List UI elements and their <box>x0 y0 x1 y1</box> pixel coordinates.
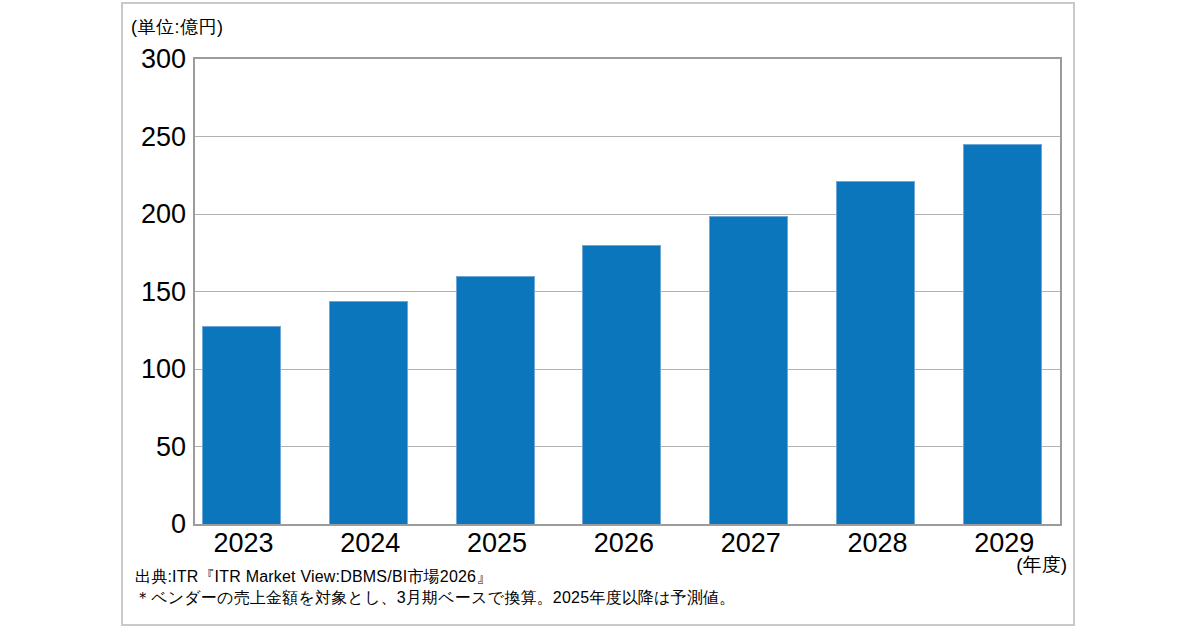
x-tick-label-2029: 2029 <box>941 528 1067 558</box>
y-tick-label-0: 0 <box>110 509 186 539</box>
source-line: 出典:ITR『ITR Market View:DBMS/BI市場2026』 <box>135 566 735 587</box>
chart-page: (単位:億円) (年度) 出典:ITR『ITR Market View:DBMS… <box>0 0 1200 630</box>
source-note: 出典:ITR『ITR Market View:DBMS/BI市場2026』 ＊ベ… <box>135 566 735 608</box>
bar-2028 <box>836 181 915 524</box>
x-tick-label-2026: 2026 <box>561 528 687 558</box>
x-tick-label-2023: 2023 <box>181 528 307 558</box>
x-tick-label-2025: 2025 <box>434 528 560 558</box>
y-tick-label-250: 250 <box>110 122 186 152</box>
bar-2029 <box>963 144 1042 524</box>
gridline-250 <box>195 136 1060 137</box>
footnote-line: ＊ベンダーの売上金額を対象とし、3月期ベースで換算。2025年度以降は予測値。 <box>135 587 735 608</box>
bar-2027 <box>709 216 788 524</box>
x-tick-label-2024: 2024 <box>307 528 433 558</box>
bar-2025 <box>456 276 535 524</box>
y-tick-label-300: 300 <box>110 44 186 74</box>
gridline-200 <box>195 214 1060 215</box>
y-tick-label-150: 150 <box>110 277 186 307</box>
bar-2024 <box>329 301 408 524</box>
x-tick-label-2027: 2027 <box>688 528 814 558</box>
y-tick-label-100: 100 <box>110 354 186 384</box>
bar-2023 <box>202 326 281 524</box>
y-tick-label-50: 50 <box>110 432 186 462</box>
y-tick-label-200: 200 <box>110 199 186 229</box>
plot-area <box>193 57 1062 526</box>
y-axis-unit-label: (単位:億円) <box>131 16 224 38</box>
x-tick-label-2028: 2028 <box>815 528 941 558</box>
bar-2026 <box>582 245 661 524</box>
